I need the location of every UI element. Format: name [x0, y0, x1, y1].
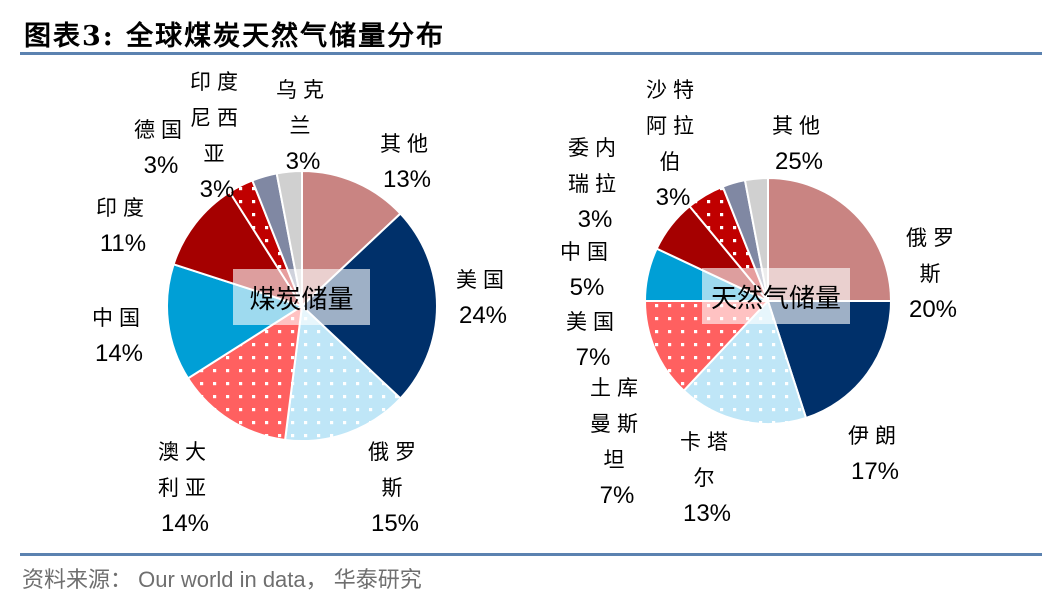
coal-label-india: 印度 11%: [96, 196, 150, 257]
coal-label-germany: 德国 3%: [134, 118, 188, 179]
gas-label-saudi: 沙特 阿拉 伯 3%: [646, 78, 700, 211]
gas-label-iran: 伊朗 17%: [848, 424, 902, 485]
gas-center-label: 天然气储量: [702, 268, 850, 324]
coal-label-china: 中国 14%: [92, 306, 146, 367]
coal-label-australia: 澳大 利亚 14%: [158, 440, 212, 537]
footer-rule: [20, 553, 1042, 556]
coal-center-label: 煤炭储量: [233, 269, 370, 325]
title-rule: [20, 52, 1042, 55]
gas-label-turkmenistan: 土库 曼斯 坦 7%: [590, 376, 644, 509]
gas-label-venezuela: 委内 瑞拉 3%: [568, 136, 622, 233]
gas-label-qatar: 卡塔 尔 13%: [680, 430, 734, 527]
coal-label-other: 其他 13%: [380, 132, 434, 193]
gas-label-other: 其他 25%: [772, 114, 826, 175]
source-note: 资料来源： Our world in data， 华泰研究: [22, 567, 422, 592]
pie-slice: [766, 300, 893, 420]
figure-title: 图表3: 全球煤炭天然气储量分布: [24, 21, 446, 52]
coal-label-russia: 俄罗 斯 15%: [368, 440, 422, 537]
coal-label-usa: 美国 24%: [456, 268, 510, 329]
gas-label-usa: 美国 7%: [566, 310, 620, 371]
coal-label-indonesia: 印度 尼西 亚 3%: [190, 70, 244, 203]
gas-label-russia: 俄罗 斯 20%: [906, 226, 960, 323]
pie-slice-pattern: [683, 301, 807, 425]
gas-label-china: 中国 5%: [560, 240, 614, 301]
pie-slice-pattern: [188, 306, 302, 440]
pie-slice-pattern: [285, 306, 401, 441]
coal-label-ukraine: 乌克 兰 3%: [276, 78, 330, 175]
